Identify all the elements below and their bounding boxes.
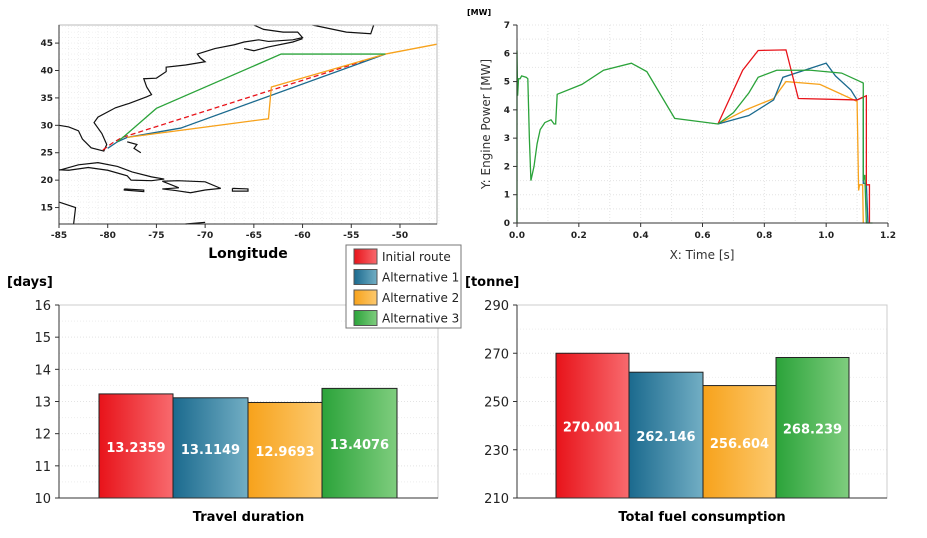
y-axis-label: Y: Engine Power [MW]: [479, 59, 493, 190]
legend-label: Alternative 2: [382, 291, 459, 305]
legend: Initial route Alternative 1 Alternative 2 A…: [345, 244, 462, 329]
unit-label: [MW]: [467, 8, 491, 17]
y-tick-label: 7: [504, 21, 510, 31]
bar-value-label: 12.9693: [255, 445, 314, 460]
y-tick-label: 11: [34, 460, 51, 475]
y-tick-label: 4: [504, 106, 510, 116]
unit-label: [days]: [7, 275, 53, 290]
bar-value-label: 268.239: [783, 423, 842, 438]
bar-3: [775, 356, 850, 499]
y-tick-label: 45: [40, 39, 53, 49]
x-tick-label: -70: [197, 231, 213, 241]
y-tick-label: 10: [34, 492, 51, 507]
coastline: [243, 38, 303, 52]
x-axis-label: Total fuel consumption: [618, 510, 785, 525]
x-tick-label: 0.6: [695, 231, 711, 241]
x-tick-label: -50: [392, 231, 408, 241]
y-tick-label: 15: [34, 331, 51, 346]
route-map-chart: -85 -80 -75 -70 -65 -60 -55 -50 15 20 25 30 35 40 45 Lo…: [40, 24, 440, 262]
bar-value-label: 13.2359: [106, 441, 165, 456]
x-tick-label: -80: [100, 231, 116, 241]
y-tick-label: 15: [40, 204, 53, 214]
x-tick-label: -65: [246, 231, 262, 241]
y-tick-label: 1: [504, 191, 510, 201]
bar-value-label: 270.001: [563, 421, 622, 436]
y-tick-label: 5: [504, 78, 510, 88]
bar-0: [98, 393, 174, 499]
legend-label: Initial route: [382, 250, 451, 264]
legend-swatch-2: [353, 289, 378, 306]
coastline: [58, 161, 165, 182]
y-tick-label: 40: [40, 67, 53, 77]
y-tick-label: 25: [40, 149, 53, 159]
legend-swatch-0: [353, 248, 378, 265]
y-tick-label: 14: [34, 363, 51, 378]
x-tick-label: 0.2: [571, 231, 587, 241]
y-tick-label: 2: [504, 162, 510, 172]
bar-value-label: 13.1149: [181, 443, 240, 458]
coastline: [58, 201, 77, 225]
power-line-2: [717, 80, 864, 224]
fuel-consumption-chart: 270.001 262.146 256.604 268.239 210 230 250 270…: [465, 275, 888, 525]
bar-value-label: 262.146: [636, 430, 695, 445]
y-tick-label: 210: [484, 492, 509, 507]
y-tick-label: 3: [504, 134, 510, 144]
x-tick-label: -75: [148, 231, 164, 241]
y-tick-label: 20: [40, 176, 53, 186]
bar-value-label: 13.4076: [330, 438, 389, 453]
legend-label: Alternative 3: [382, 312, 459, 326]
legend-swatch-3: [353, 310, 378, 326]
x-tick-label: 1.0: [818, 231, 834, 241]
x-tick-label: 1.2: [880, 231, 896, 241]
route-line-0: [102, 53, 386, 151]
travel-duration-chart: 13.2359 13.1149 12.9693 13.4076 10 11 12 13 14 15…: [7, 275, 439, 525]
y-tick-label: 6: [504, 49, 510, 59]
y-tick-label: 270: [484, 347, 509, 362]
x-tick-label: -55: [343, 231, 359, 241]
x-axis-label: X: Time [s]: [670, 248, 735, 262]
x-tick-label: 0.0: [509, 231, 525, 241]
y-tick-label: 230: [484, 444, 509, 459]
power-line-3: [516, 50, 873, 224]
bar-value-label: 256.604: [710, 437, 769, 452]
x-tick-label: -85: [51, 231, 67, 241]
x-axis-label: Longitude: [208, 246, 288, 262]
y-tick-label: 290: [484, 299, 509, 314]
coastline: [231, 187, 249, 192]
power-line-1: [717, 62, 869, 224]
bar-2: [702, 385, 777, 499]
coastline: [127, 141, 142, 154]
y-tick-label: 12: [34, 428, 51, 443]
unit-label: [tonne]: [465, 275, 519, 290]
coastline: [162, 180, 221, 194]
bar-1: [172, 397, 249, 499]
engine-power-chart: 0.0 0.2 0.4 0.6 0.8 1.0 1.2 0 1 2 3 4 5 6 7 [MW] X: Time…: [467, 8, 896, 262]
bar-2: [247, 401, 323, 499]
y-tick-label: 0: [504, 219, 510, 229]
route-line-3: [117, 53, 386, 143]
route-line-2: [127, 43, 438, 139]
x-axis-label: Travel duration: [193, 510, 305, 525]
legend-swatch-1: [353, 269, 378, 285]
y-tick-label: 30: [40, 121, 53, 131]
coastline: [312, 24, 375, 35]
y-tick-label: 250: [484, 396, 509, 411]
y-tick-label: 13: [34, 396, 51, 411]
y-tick-label: 35: [40, 94, 53, 104]
x-tick-label: 0.4: [633, 231, 649, 241]
legend-label: Alternative 1: [382, 271, 459, 285]
x-tick-label: 0.8: [756, 231, 772, 241]
x-tick-label: -60: [294, 231, 310, 241]
coastline: [123, 188, 145, 193]
y-tick-label: 16: [34, 299, 51, 314]
power-line-0: [717, 49, 871, 223]
